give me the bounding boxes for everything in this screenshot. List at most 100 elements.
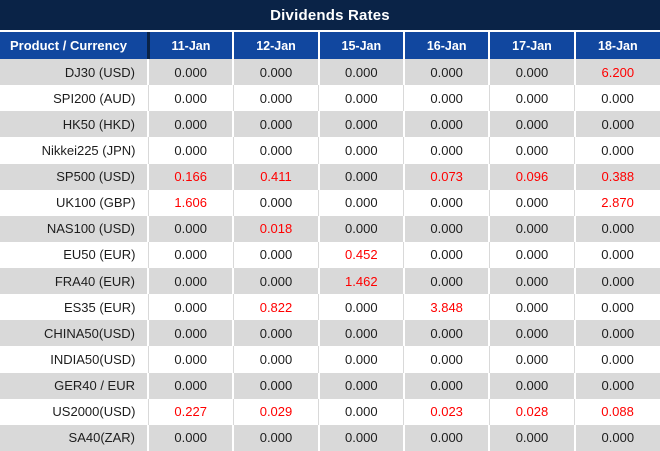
product-label: SA40(ZAR) [0, 424, 148, 451]
product-label: US2000(USD) [0, 398, 148, 425]
dividend-value-cell: 0.000 [488, 215, 575, 242]
dividend-value-cell: 0.000 [402, 372, 490, 399]
dividend-value-cell: 0.000 [146, 372, 234, 399]
table-row: CHINA50(USD) 0.000 0.000 0.000 0.000 0.000 0.0… [0, 320, 660, 347]
dividend-value-cell: 0.000 [402, 320, 490, 347]
dividend-value-cell: 0.000 [488, 424, 575, 451]
column-header-date: 12-Jan [232, 32, 319, 59]
dividend-value-cell: 0.000 [574, 137, 660, 164]
dividend-value-cell: 0.000 [232, 85, 319, 112]
dividend-value-cell: 0.000 [147, 294, 234, 321]
dividend-value-cell: 0.000 [318, 85, 404, 112]
dividend-value-cell: 0.000 [232, 424, 319, 451]
dividend-value-cell: 0.073 [402, 163, 490, 190]
product-label: HK50 (HKD) [0, 111, 148, 138]
dividend-value-cell: 0.822 [232, 294, 319, 321]
dividend-value-cell: 0.096 [488, 163, 575, 190]
dividend-value-cell: 0.000 [146, 320, 234, 347]
dividend-value-cell: 0.000 [147, 85, 234, 112]
dividend-value-cell: 0.000 [318, 189, 404, 216]
product-label: DJ30 (USD) [0, 59, 148, 86]
dividend-value-cell: 6.200 [573, 59, 660, 86]
dividend-value-cell: 0.000 [488, 346, 575, 373]
product-label: SPI200 (AUD) [0, 85, 148, 112]
product-label: SP500 (USD) [0, 163, 148, 190]
table-row: DJ30 (USD) 0.000 0.000 0.000 0.000 0.000 6.200 [0, 59, 660, 86]
dividend-value-cell: 0.000 [402, 268, 490, 295]
dividend-value-cell: 0.000 [403, 346, 490, 373]
dividend-value-cell: 0.000 [147, 241, 234, 268]
table-row: HK50 (HKD) 0.000 0.000 0.000 0.000 0.000 0.000 [0, 111, 660, 138]
dividend-value-cell: 0.000 [488, 294, 575, 321]
dividend-value-cell: 0.000 [232, 320, 319, 347]
dividend-value-cell: 0.088 [574, 398, 660, 425]
dividend-value-cell: 3.848 [403, 294, 490, 321]
table-header-row: Product / Currency 11-Jan 12-Jan 15-Jan 16-J… [0, 32, 660, 59]
dividend-value-cell: 0.000 [232, 241, 319, 268]
dividend-value-cell: 0.000 [318, 398, 404, 425]
product-label: FRA40 (EUR) [0, 268, 148, 295]
product-label: INDIA50(USD) [0, 346, 148, 373]
table-row: INDIA50(USD) 0.000 0.000 0.000 0.000 0.000 0.0… [0, 346, 660, 373]
dividend-value-cell: 0.000 [402, 424, 490, 451]
dividends-table: Product / Currency 11-Jan 12-Jan 15-Jan 16-J… [0, 32, 660, 451]
dividend-value-cell: 0.000 [317, 372, 404, 399]
table-row: Nikkei225 (JPN) 0.000 0.000 0.000 0.000 0.000… [0, 137, 660, 164]
column-header-product: Product / Currency [0, 32, 150, 59]
product-label: NAS100 (USD) [0, 215, 148, 242]
dividend-value-cell: 0.018 [232, 215, 319, 242]
dividend-value-cell: 0.000 [402, 215, 490, 242]
dividend-value-cell: 0.000 [573, 111, 660, 138]
dividend-value-cell: 0.000 [488, 85, 575, 112]
dividend-value-cell: 0.000 [318, 137, 404, 164]
table-row: UK100 (GBP) 1.606 0.000 0.000 0.000 0.000 2.87… [0, 189, 660, 216]
dividend-value-cell: 0.000 [573, 424, 660, 451]
dividend-value-cell: 0.000 [318, 294, 404, 321]
table-header: Product / Currency 11-Jan 12-Jan 15-Jan 16-J… [0, 32, 660, 59]
dividend-value-cell: 0.388 [573, 163, 660, 190]
dividend-value-cell: 0.000 [573, 268, 660, 295]
product-label: EU50 (EUR) [0, 241, 148, 268]
column-header-date: 16-Jan [402, 32, 490, 59]
dividend-value-cell: 0.000 [574, 241, 660, 268]
dividend-value-cell: 0.166 [146, 163, 234, 190]
dividend-value-cell: 0.000 [488, 189, 575, 216]
dividend-value-cell: 0.000 [403, 85, 490, 112]
dividend-value-cell: 0.000 [317, 320, 404, 347]
table-row: SP500 (USD) 0.166 0.411 0.000 0.073 0.096 0.38… [0, 163, 660, 190]
dividend-value-cell: 0.000 [488, 372, 575, 399]
product-label: CHINA50(USD) [0, 320, 148, 347]
dividend-value-cell: 0.000 [232, 346, 319, 373]
dividend-value-cell: 0.000 [232, 111, 319, 138]
dividend-value-cell: 0.000 [488, 111, 575, 138]
column-header-date: 15-Jan [317, 32, 404, 59]
dividend-value-cell: 0.023 [403, 398, 490, 425]
dividend-value-cell: 0.000 [232, 137, 319, 164]
dividend-value-cell: 0.000 [317, 215, 404, 242]
column-header-date: 11-Jan [148, 32, 234, 59]
dividend-value-cell: 0.411 [232, 163, 319, 190]
dividend-value-cell: 0.000 [232, 189, 319, 216]
dividend-value-cell: 0.000 [574, 294, 660, 321]
panel-title: Dividends Rates [0, 0, 660, 32]
dividend-value-cell: 2.870 [574, 189, 660, 216]
product-label: GER40 / EUR [0, 372, 148, 399]
dividend-value-cell: 0.000 [317, 163, 404, 190]
dividend-value-cell: 0.000 [573, 320, 660, 347]
dividend-value-cell: 0.000 [146, 111, 234, 138]
dividend-value-cell: 0.000 [318, 346, 404, 373]
dividend-value-cell: 0.000 [317, 111, 404, 138]
table-row: SA40(ZAR) 0.000 0.000 0.000 0.000 0.000 0.000 [0, 424, 660, 451]
dividend-value-cell: 0.000 [146, 424, 234, 451]
dividend-value-cell: 0.000 [317, 59, 404, 86]
dividend-value-cell: 0.000 [402, 59, 490, 86]
dividend-value-cell: 1.462 [317, 268, 404, 295]
dividend-value-cell: 0.000 [146, 215, 234, 242]
table-row: ES35 (EUR) 0.000 0.822 0.000 3.848 0.000 0.000 [0, 294, 660, 321]
product-label: Nikkei225 (JPN) [0, 137, 148, 164]
dividend-value-cell: 0.000 [403, 241, 490, 268]
dividend-value-cell: 0.000 [147, 137, 234, 164]
table-row: US2000(USD) 0.227 0.029 0.000 0.023 0.028 0.08… [0, 398, 660, 425]
dividend-value-cell: 0.000 [147, 346, 234, 373]
